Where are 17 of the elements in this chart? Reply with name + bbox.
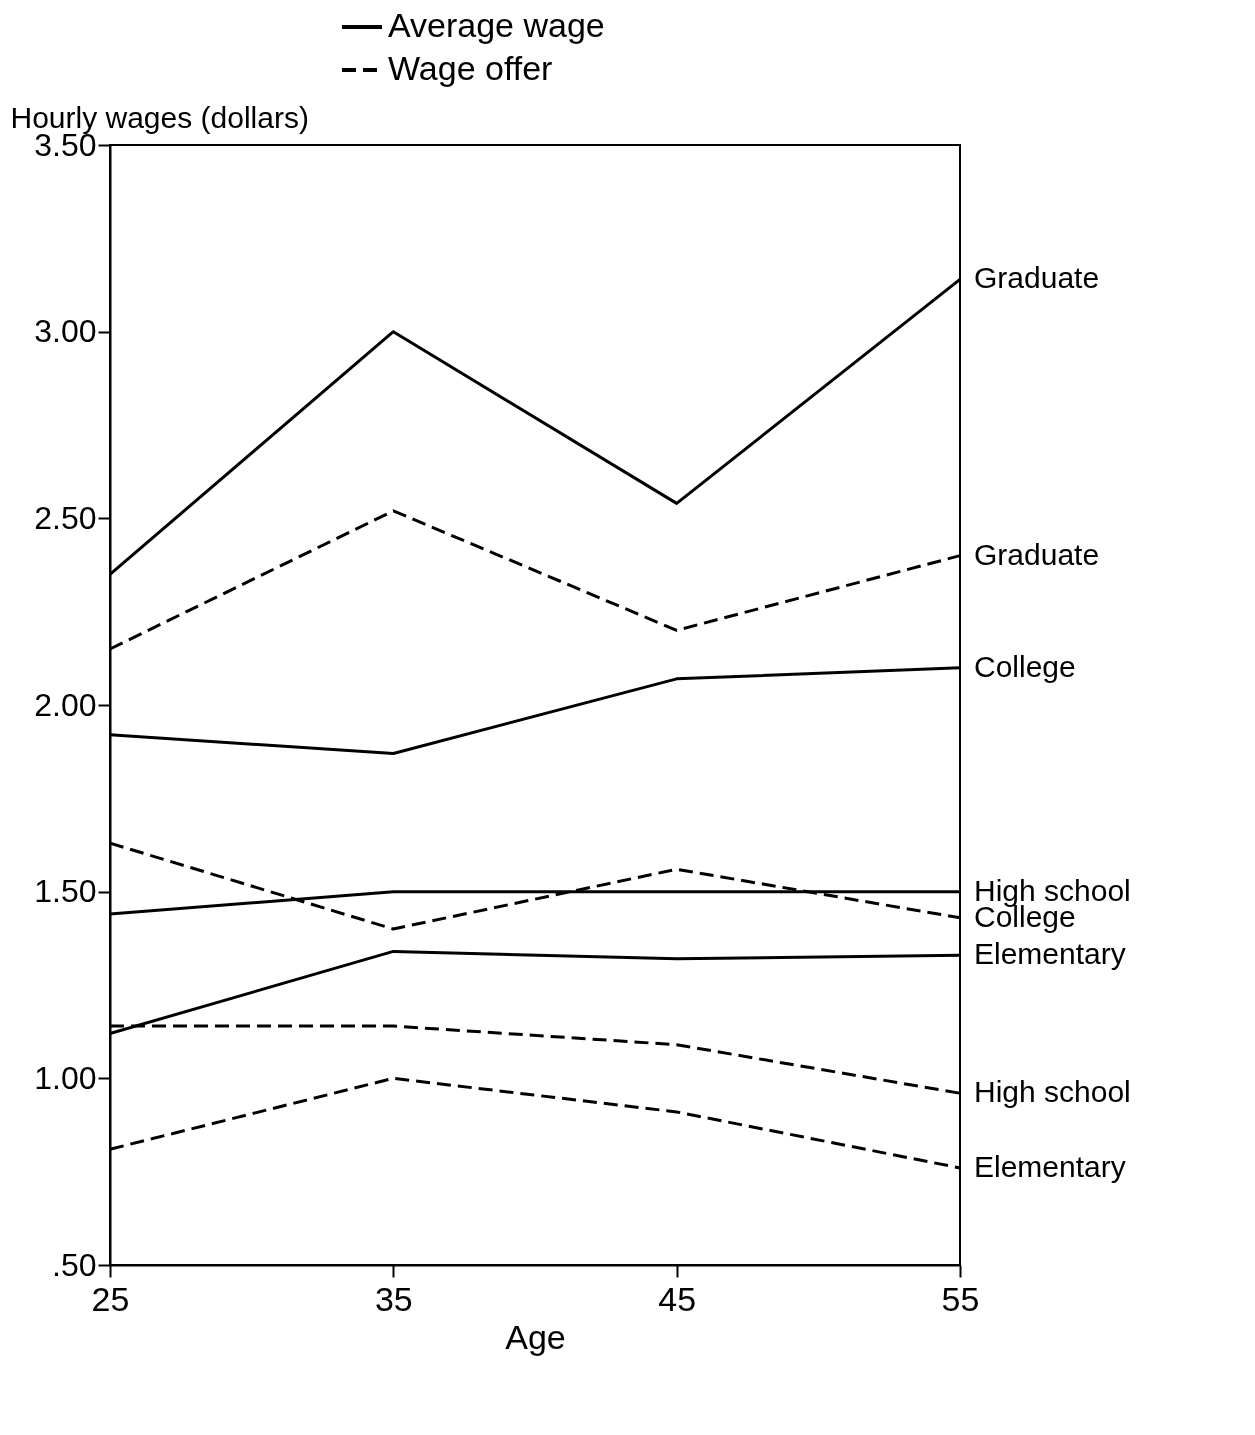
x-tick-label: 35: [374, 1279, 413, 1318]
y-tick-label: 2.50: [34, 499, 97, 536]
series-label: Graduate: [974, 537, 1100, 571]
series-label: Graduate: [974, 261, 1100, 295]
y-tick-label: 3.00: [34, 313, 97, 350]
series-label: High school: [974, 1075, 1131, 1109]
y-tick-label: 1.00: [34, 1059, 97, 1096]
series-label: Elementary: [974, 1149, 1126, 1183]
x-tick-label: 45: [658, 1279, 697, 1318]
x-axis-title: Age: [505, 1317, 566, 1356]
y-tick-label: 1.50: [34, 873, 97, 910]
series-label: Elementary: [974, 937, 1126, 971]
x-tick-label: 55: [941, 1279, 980, 1318]
series-label: College: [974, 649, 1076, 683]
text: Wage offer: [388, 49, 553, 87]
y-tick-label: 2.00: [34, 686, 97, 723]
text: Average wage: [388, 6, 605, 44]
